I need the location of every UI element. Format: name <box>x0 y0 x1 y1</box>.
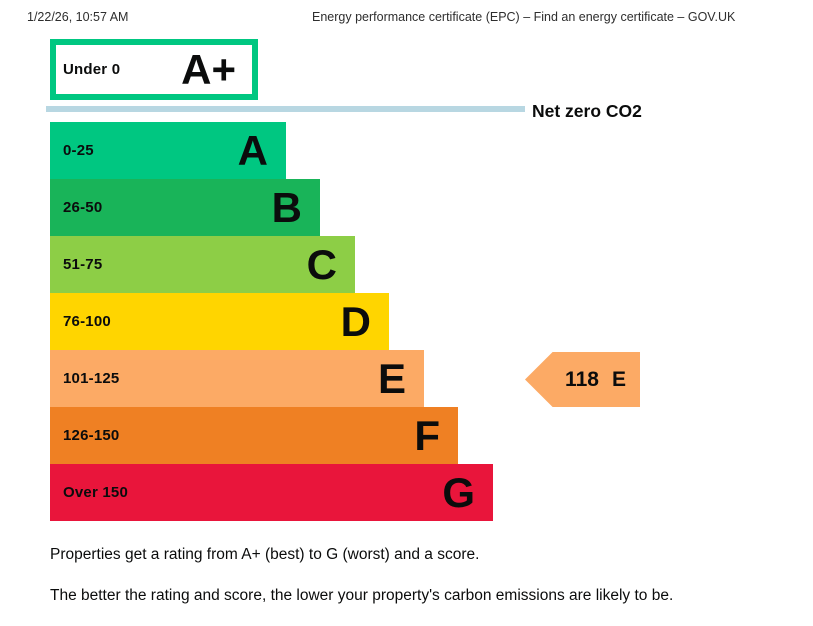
band-range-label: 51-75 <box>63 256 103 273</box>
current-rating-band: E <box>611 367 626 391</box>
band-range-label: 76-100 <box>63 313 111 330</box>
band-range-label: 126-150 <box>63 427 120 444</box>
print-header-datetime: 1/22/26, 10:57 AM <box>27 10 129 24</box>
net-zero-label: Net zero CO2 <box>532 101 642 121</box>
note-rating-scale: Properties get a rating from A+ (best) t… <box>50 546 480 563</box>
band-letter: D <box>340 297 371 345</box>
band-range-label: Under 0 <box>63 61 121 78</box>
epc-band-d: 76-100 D <box>50 293 389 350</box>
band-range-label: 0-25 <box>63 142 94 159</box>
band-range-label: 101-125 <box>63 370 120 387</box>
epc-band-f: 126-150 F <box>50 407 458 464</box>
band-letter: B <box>271 183 302 231</box>
band-letter: F <box>414 411 440 459</box>
epc-band-e: 101-125 E <box>50 350 424 407</box>
note-explanation: The better the rating and score, the low… <box>50 587 674 604</box>
band-letter: A <box>237 126 268 174</box>
band-range-label: Over 150 <box>63 484 128 501</box>
epc-band-b: 26-50 B <box>50 179 320 236</box>
band-letter: G <box>442 468 475 516</box>
epc-band-a: 0-25 A <box>50 122 286 179</box>
epc-band-c: 51-75 C <box>50 236 355 293</box>
band-letter: A+ <box>181 45 236 93</box>
epc-band-g: Over 150 G <box>50 464 493 521</box>
band-letter: E <box>377 354 406 402</box>
current-rating-marker: 118 E <box>525 352 640 407</box>
current-rating-score: 118 <box>565 367 599 391</box>
epc-band-a-plus: Under 0 A+ <box>50 39 258 100</box>
band-range-label: 26-50 <box>63 199 103 216</box>
net-zero-line <box>46 106 525 112</box>
band-letter: C <box>306 240 337 288</box>
print-header-title: Energy performance certificate (EPC) – F… <box>312 10 736 24</box>
